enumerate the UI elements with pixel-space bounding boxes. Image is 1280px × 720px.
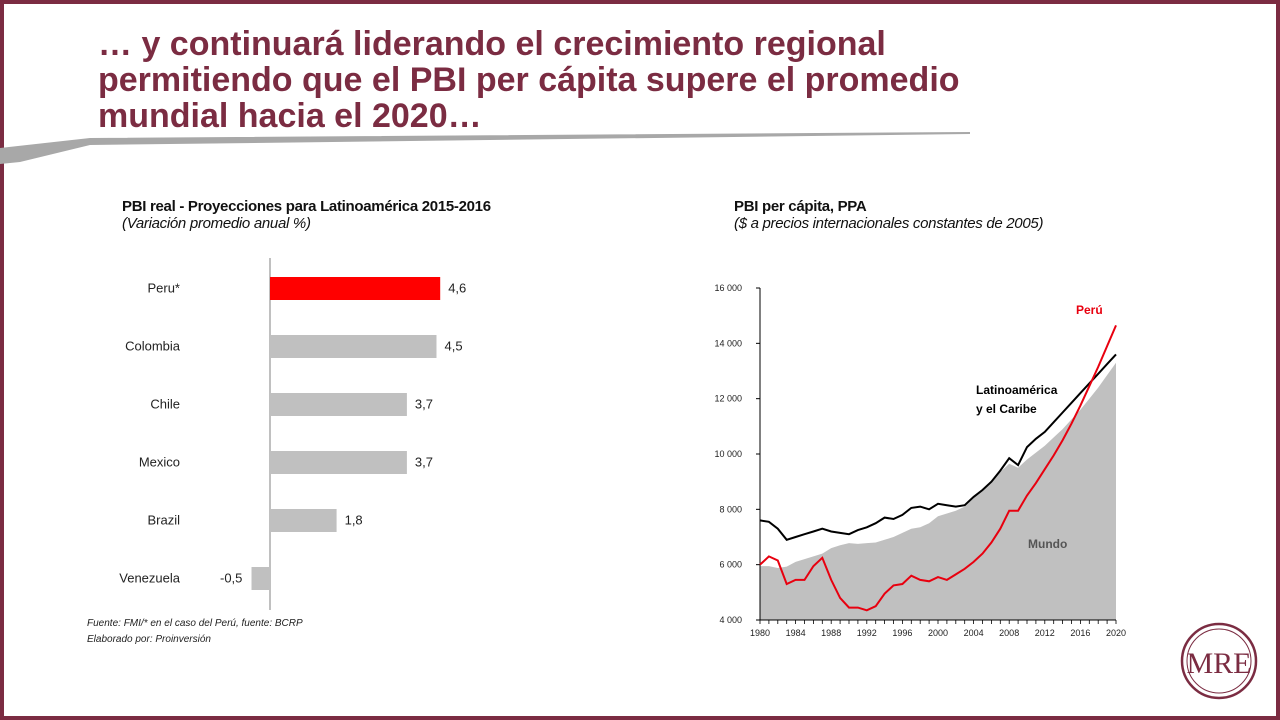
logo-text: MRE [1186, 647, 1251, 680]
bar-value-label: 3,7 [415, 397, 433, 412]
bar-value-label: -0,5 [220, 571, 242, 586]
x-tick-label: 2008 [999, 628, 1019, 638]
title-line-1: … y continuará liderando el crecimiento … [98, 25, 886, 63]
y-tick-label: 14 000 [714, 338, 742, 348]
source-line-1: Fuente: FMI/* en el caso del Perú, fuent… [87, 618, 303, 629]
bar-category-label: Peru* [147, 281, 180, 296]
title-swoosh [0, 132, 970, 164]
line-chart-subtitle: ($ a precios internacionales constantes … [734, 215, 1044, 232]
chart-source: Fuente: FMI/* en el caso del Perú, fuent… [87, 616, 303, 648]
mre-logo: MRE [1180, 622, 1258, 700]
bar-3 [270, 451, 407, 474]
x-tick-label: 2012 [1035, 628, 1055, 638]
label-mundo: Mundo [1028, 537, 1067, 551]
slide-title: … y continuará liderando el crecimiento … [98, 26, 1098, 134]
bar-chart-header: PBI real - Proyecciones para Latinoaméri… [122, 198, 491, 232]
bar-value-label: 4,5 [445, 339, 463, 354]
bar-value-label: 1,8 [345, 513, 363, 528]
bar-2 [270, 393, 407, 416]
x-tick-label: 1984 [786, 628, 806, 638]
bar-1 [270, 335, 437, 358]
title-line-3: mundial hacia el 2020… [98, 97, 482, 135]
bar-category-label: Colombia [125, 339, 181, 354]
y-tick-label: 10 000 [714, 449, 742, 459]
bar-category-label: Brazil [147, 513, 180, 528]
bar-5 [251, 567, 270, 590]
bar-category-label: Venezuela [119, 571, 180, 586]
y-tick-label: 12 000 [714, 394, 742, 404]
x-tick-label: 2020 [1106, 628, 1126, 638]
bar-category-label: Mexico [139, 455, 180, 470]
y-tick-label: 16 000 [714, 283, 742, 293]
x-tick-label: 1996 [892, 628, 912, 638]
series-line-latam [759, 353, 1117, 541]
x-tick-label: 2000 [928, 628, 948, 638]
label-latam-line-2: y el Caribe [976, 402, 1037, 416]
line-chart-title: PBI per cápita, PPA [734, 198, 867, 215]
line-chart: 4 000 6 000 8 000 10 000 12 000 14 000 16 000 1… [714, 283, 1126, 638]
bar-value-label: 4,6 [448, 281, 466, 296]
bar-0 [270, 277, 441, 300]
x-tick-label: 2016 [1070, 628, 1090, 638]
label-peru: Perú [1076, 303, 1103, 317]
bar-value-label: 3,7 [415, 455, 433, 470]
bar-chart-title: PBI real - Proyecciones para Latinoaméri… [122, 198, 491, 215]
bar-category-label: Chile [150, 397, 180, 412]
x-tick-label: 1992 [857, 628, 877, 638]
bar-4 [270, 509, 337, 532]
x-tick-label: 1980 [750, 628, 770, 638]
y-tick-label: 8 000 [719, 504, 742, 514]
label-latam-line-1: Latinoamérica [976, 383, 1058, 397]
x-tick-label: 1988 [821, 628, 841, 638]
bar-chart: Peru* 4,6 Colombia 4,5 Chile 3,7 Mexico 3,7 Braz… [119, 258, 466, 610]
source-line-2: Elaborado por: Proinversión [87, 634, 211, 645]
y-tick-label: 4 000 [719, 615, 742, 625]
y-tick-label: 6 000 [719, 560, 742, 570]
bar-chart-subtitle: (Variación promedio anual %) [122, 215, 311, 232]
series-line-peru [759, 325, 1117, 612]
line-chart-header: PBI per cápita, PPA ($ a precios interna… [734, 198, 1043, 232]
title-line-2: permitiendo que el PBI per cápita supere… [98, 61, 960, 99]
x-tick-label: 2004 [964, 628, 984, 638]
series-area-mundo [760, 362, 1116, 620]
